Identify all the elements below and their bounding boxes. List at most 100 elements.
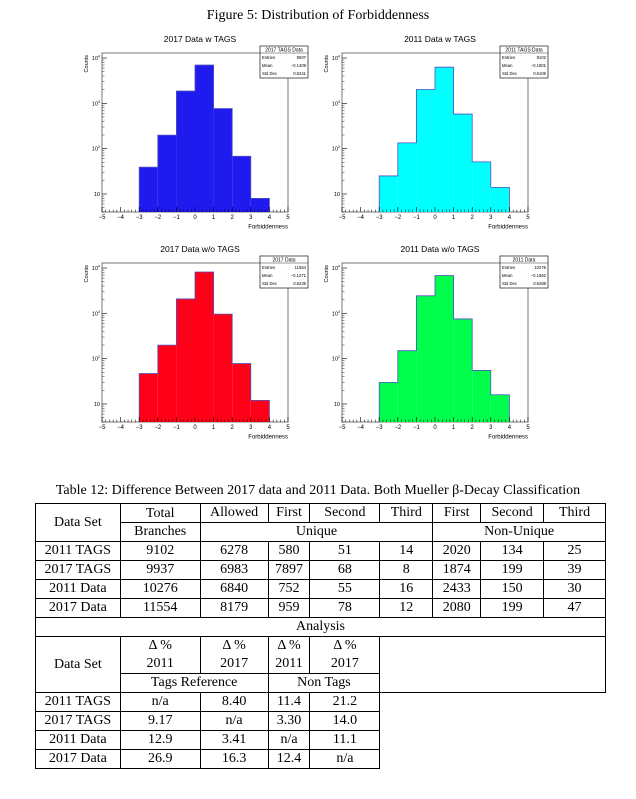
x-tick-label: −5 [99, 215, 107, 221]
stats-value: 0.6106 [533, 71, 546, 76]
x-tick-label: −1 [173, 425, 181, 431]
histogram-bar [176, 298, 195, 422]
table-row: 2017 Data 11554 8179 959 78 12 2080 199 47 [35, 598, 606, 618]
delta-label: Δ % [277, 638, 301, 653]
analysis-row: 2017 TAGS 9.17 n/a 3.30 14.0 [35, 711, 606, 731]
table-cell: 11.1 [309, 730, 381, 750]
y-tick-label: 104 [92, 55, 100, 63]
histogram-bar [490, 187, 510, 212]
x-axis-label: Forbiddenness [488, 225, 528, 231]
analysis-title: Analysis [35, 617, 606, 637]
table-cell: n/a [119, 692, 201, 712]
x-tick-label: −4 [117, 425, 125, 431]
x-tick-label: −4 [117, 215, 125, 221]
x-tick-label: 0 [433, 215, 437, 221]
table-cell: 12.9 [119, 730, 201, 750]
histogram-bar [472, 161, 491, 212]
x-tick-label: 3 [249, 215, 253, 221]
row-label: 2011 TAGS [35, 692, 121, 712]
stats-value: −0.1801 [531, 63, 547, 68]
header-branches: Branches [119, 522, 201, 542]
row-label: 2017 TAGS [35, 560, 121, 580]
row-label: 2011 Data [35, 579, 121, 599]
header-first: First [267, 503, 311, 523]
table-cell: 10276 [119, 579, 201, 599]
x-tick-label: 3 [489, 425, 493, 431]
table-cell: n/a [199, 711, 269, 731]
stats-box [259, 45, 309, 79]
histogram-2011-no-tags: −5 −4 −3 −2 −1 0 1 2 3 4 5 10 102 103 104 2011 Data w/o… [320, 240, 560, 441]
histogram-bar [195, 271, 214, 422]
stats-value: −0.1271 [291, 273, 307, 278]
chart-title: 2011 Data w/o TAGS [401, 244, 480, 254]
delta-label: Δ % [148, 638, 172, 653]
histogram-bar [195, 65, 214, 212]
table-cell: 8 [379, 560, 434, 580]
header-second: Second [309, 503, 381, 523]
table-cell: 12 [379, 598, 434, 618]
table-cell: 12.4 [267, 749, 311, 769]
y-tick-label: 104 [92, 265, 100, 273]
header-first-nonunique: First [432, 503, 482, 523]
y-axis-label: Counts [84, 55, 90, 73]
x-tick-label: −3 [376, 215, 384, 221]
stats-value: 0.6241 [293, 71, 306, 76]
year-label: 2011 [275, 656, 303, 671]
table-cell: 8.40 [199, 692, 269, 712]
stats-label: Entries [262, 55, 275, 60]
non-tags-header: Non Tags [267, 673, 381, 693]
x-tick-label: 3 [489, 215, 493, 221]
stats-value: 0.6288 [533, 281, 546, 286]
histogram-bar [157, 135, 177, 212]
histogram-bar [232, 363, 251, 422]
header-total: Total [119, 503, 201, 523]
x-tick-label: 5 [286, 425, 290, 431]
analysis-row: 2011 TAGS n/a 8.40 11.4 21.2 [35, 692, 606, 712]
table-caption: Table 12: Difference Between 2017 data a… [55, 483, 581, 498]
table-cell: 8179 [199, 598, 269, 618]
histogram-svg: −5 −4 −3 −2 −1 0 1 2 3 4 5 10 102 103 104 2017 Data w T… [84, 34, 309, 231]
histogram-bar [435, 275, 454, 422]
row-label: 2017 Data [35, 749, 121, 769]
histogram-bar [472, 370, 491, 422]
stats-value: −0.1409 [291, 63, 307, 68]
table-cell: 16.3 [199, 749, 269, 769]
y-tick-label: 10 [334, 402, 340, 408]
analysis-delta-cell: Δ % 2011 [119, 636, 201, 674]
row-label: 2011 Data [35, 730, 121, 750]
y-tick-label: 10 [334, 192, 340, 198]
y-tick-label: 104 [332, 265, 340, 273]
stats-value: 9102 [537, 55, 547, 60]
stats-value: 9937 [297, 55, 307, 60]
y-tick-label: 102 [92, 355, 100, 363]
stats-label: Mean [502, 273, 513, 278]
histogram-bar [139, 373, 158, 422]
histogram-bar [453, 318, 473, 422]
stats-value: 11554 [295, 265, 307, 270]
x-tick-label: 0 [193, 425, 197, 431]
x-tick-label: 2 [231, 215, 235, 221]
stats-label: Entries [502, 55, 515, 60]
x-tick-label: −3 [136, 215, 144, 221]
x-tick-label: −3 [376, 425, 384, 431]
stats-value: 0.6235 [293, 281, 306, 286]
x-tick-label: 2 [471, 215, 475, 221]
histogram-bar [250, 198, 270, 212]
histogram-bar [435, 67, 454, 213]
x-tick-label: 5 [286, 215, 290, 221]
x-tick-label: 0 [433, 425, 437, 431]
histogram-outline [138, 64, 270, 212]
x-tick-label: 4 [268, 425, 272, 431]
analysis-row: 2017 Data 26.9 16.3 12.4 n/a [35, 749, 606, 769]
x-tick-label: −2 [154, 215, 162, 221]
histogram-bar [416, 295, 435, 422]
table-cell: 752 [267, 579, 311, 599]
table-cell: 9.17 [119, 711, 201, 731]
table-cell: 6278 [199, 541, 269, 561]
delta-label: Δ % [333, 638, 357, 653]
table-cell: 3.41 [199, 730, 269, 750]
x-tick-label: 2 [231, 425, 235, 431]
histogram-bar [176, 90, 195, 212]
year-label: 2011 [146, 656, 174, 671]
histogram-bar [397, 350, 417, 422]
